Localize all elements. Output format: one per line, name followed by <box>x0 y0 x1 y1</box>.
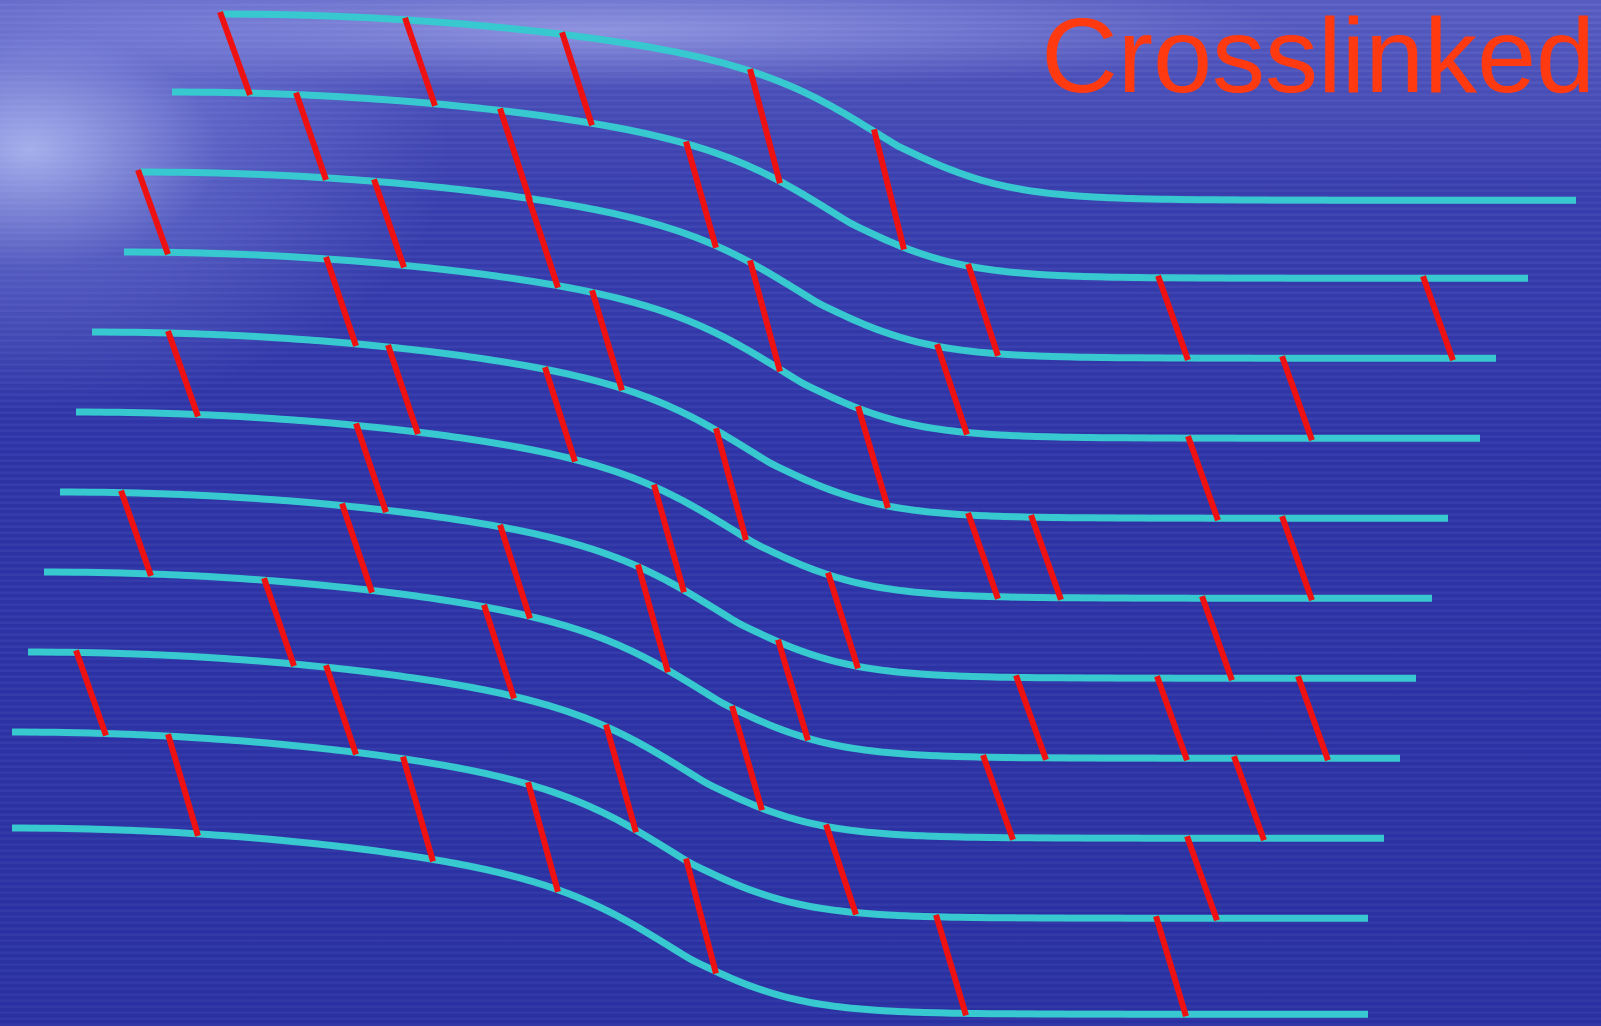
crosslink-9 <box>965 263 1001 357</box>
crosslink-23 <box>385 344 421 436</box>
crosslink-47 <box>323 664 359 756</box>
polymer-chain-5 <box>92 328 1448 522</box>
polymer-chain-6 <box>76 408 1432 602</box>
crosslink-36 <box>635 563 671 674</box>
polymer-chain-8 <box>44 568 1400 762</box>
crosslink-37 <box>775 638 811 742</box>
crosslink-26 <box>965 512 1001 600</box>
crosslink-7 <box>497 107 533 202</box>
crosslink-48 <box>603 723 639 834</box>
polymer-chain-4 <box>124 248 1480 442</box>
crosslink-4 <box>747 68 783 185</box>
crosslink-11 <box>1420 275 1456 362</box>
polymer-chain-1 <box>220 10 1576 204</box>
crosslink-33 <box>118 489 154 577</box>
crosslink-2 <box>402 16 438 107</box>
crosslink-1 <box>217 10 253 97</box>
polymer-chain-11 <box>12 824 1368 1018</box>
crosslink-35 <box>497 523 533 620</box>
crosslink-39 <box>1154 675 1190 762</box>
crosslink-16 <box>934 343 970 436</box>
crosslink-41 <box>261 577 297 667</box>
crosslink-44 <box>980 754 1016 841</box>
polymer-chain-7 <box>60 488 1416 682</box>
crosslink-29 <box>353 422 389 514</box>
crosslink-18 <box>323 255 359 347</box>
crosslink-12 <box>135 168 171 256</box>
polymer-chain-9 <box>28 648 1384 842</box>
crosslink-49 <box>823 823 859 916</box>
crosslink-22 <box>165 330 201 418</box>
slide-title: Crosslinked <box>1041 0 1595 115</box>
crosslink-20 <box>855 405 891 509</box>
crosslink-52 <box>400 755 436 863</box>
crosslink-38 <box>1013 674 1049 761</box>
crosslink-34 <box>339 502 375 594</box>
crosslink-51 <box>165 733 201 837</box>
crosslink-21 <box>1185 435 1221 522</box>
crosslink-31 <box>825 571 861 670</box>
crosslink-56 <box>1153 915 1189 1018</box>
polymer-chain-2 <box>172 88 1528 282</box>
crosslink-45 <box>1231 755 1267 842</box>
crosslink-19 <box>589 289 625 392</box>
crosslink-25 <box>713 427 749 541</box>
crosslink-10 <box>1155 274 1191 362</box>
crosslink-14 <box>525 195 561 289</box>
crosslink-54 <box>683 857 719 975</box>
crosslink-28 <box>1279 515 1315 602</box>
crosslink-15 <box>747 259 783 373</box>
crosslink-42 <box>481 603 517 700</box>
crosslink-8 <box>683 140 719 249</box>
crosslink-50 <box>1184 835 1220 922</box>
crosslink-13 <box>371 178 407 269</box>
crosslink-24 <box>542 366 578 463</box>
crosslink-27 <box>1028 514 1064 601</box>
crosslink-40 <box>1295 675 1331 762</box>
crosslink-30 <box>651 483 687 594</box>
polymer-chain-3 <box>140 168 1496 362</box>
crosslink-32 <box>1199 595 1235 682</box>
crosslink-3 <box>559 31 595 127</box>
crosslink-53 <box>525 781 561 893</box>
crosslink-46 <box>73 649 109 737</box>
crosslink-17 <box>1279 355 1315 442</box>
crosslink-43 <box>729 705 765 812</box>
crosslink-55 <box>933 913 969 1017</box>
crosslink-5 <box>871 128 907 251</box>
crosslink-6 <box>293 91 329 181</box>
